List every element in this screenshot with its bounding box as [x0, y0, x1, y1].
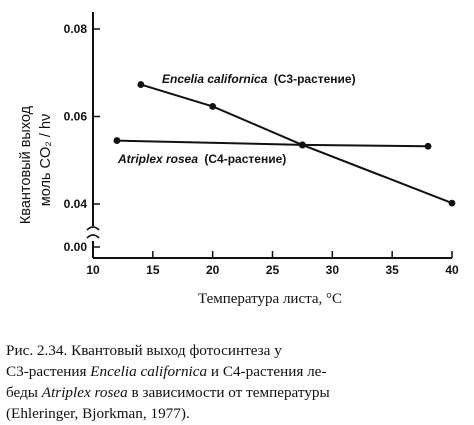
series-encelia-point — [209, 103, 217, 110]
caption-line-1: Рис. 2.34. Квантовый выход фотосинтеза у — [6, 342, 282, 359]
caption-text: в зависимости от температуры — [127, 384, 330, 401]
figure-caption: Рис. 2.34. Квантовый выход фотосинтеза у… — [6, 340, 470, 424]
encelia-species-label: Encelia californica — [162, 72, 268, 86]
x-tick-label: 15 — [146, 263, 160, 277]
caption-species-encelia: Encelia californica — [90, 363, 208, 380]
y-tick-label: 0.00 — [64, 240, 88, 254]
caption-text: беды — [6, 384, 42, 401]
series-encelia-point — [448, 199, 456, 207]
encelia-type-label: (C3-растение) — [274, 72, 356, 86]
data-series — [113, 81, 456, 207]
encelia-annotation: Encelia californica (C3-растение) — [162, 72, 356, 86]
x-axis-ticks: 10 15 20 25 30 35 40 — [86, 251, 459, 277]
caption-species-atriplex: Atriplex rosea — [41, 384, 128, 401]
y-axis-break-mark — [86, 226, 100, 239]
series-atriplex-point — [113, 137, 121, 144]
caption-text: C3-растения — [6, 363, 91, 380]
y-tick-label: 0.08 — [64, 22, 88, 36]
y-tick-label: 0.06 — [64, 110, 88, 124]
atriplex-species-label: Atriplex rosea — [117, 152, 198, 166]
atriplex-annotation: Atriplex rosea (C4-растение) — [117, 152, 286, 166]
y-tick-label: 0.04 — [64, 197, 88, 211]
x-tick-label: 10 — [86, 263, 100, 277]
atriplex-type-label: (C4-растение) — [204, 152, 286, 166]
x-axis-label: Температура листа, °C — [198, 291, 342, 307]
y-axis-label-line1: Квантовый выход — [18, 105, 34, 224]
x-tick-label: 35 — [385, 263, 399, 277]
series-atriplex-point — [299, 141, 306, 149]
series-atriplex-point — [424, 142, 432, 150]
caption-line-2: C3-растения Encelia californica и C4-рас… — [6, 361, 470, 382]
caption-line-4: (Ehleringer, Bjorkman, 1977). — [6, 405, 190, 422]
x-tick-label: 25 — [266, 263, 280, 277]
caption-text: и C4-растения ле- — [207, 363, 327, 380]
quantum-yield-chart: 0.00 0.04 0.06 0.08 10 15 20 25 30 35 40 Квантовы… — [18, 12, 459, 307]
axes — [86, 12, 452, 259]
x-tick-label: 20 — [206, 263, 220, 277]
x-tick-label: 30 — [326, 263, 340, 277]
caption-line-3: беды Atriplex rosea в зависимости от тем… — [6, 382, 470, 403]
series-encelia-line — [140, 83, 453, 205]
series-encelia-point — [137, 81, 145, 88]
y-axis-ticks: 0.00 0.04 0.06 0.08 — [64, 22, 100, 254]
y-axis-label-line2: моль CO₂ / hν — [38, 114, 54, 207]
series-atriplex-line — [116, 139, 429, 148]
x-tick-label: 40 — [445, 263, 459, 277]
